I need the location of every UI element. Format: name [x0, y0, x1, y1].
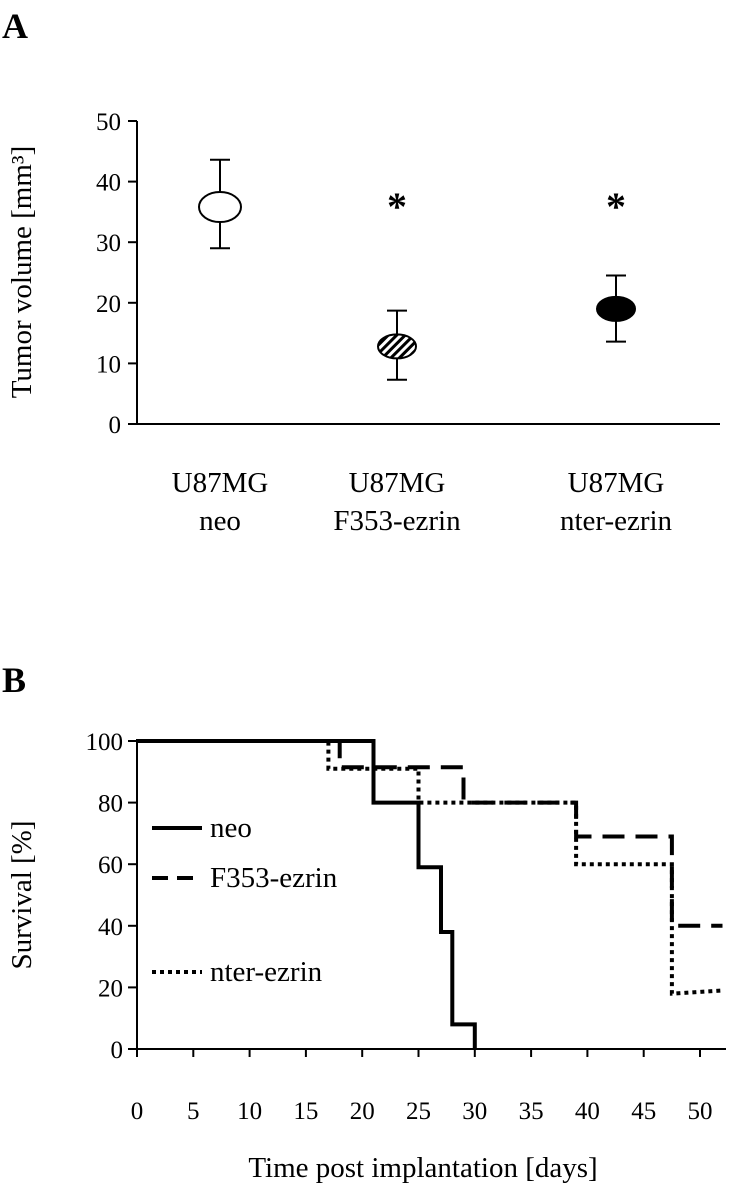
panel-b-y-tick-label: 40: [98, 914, 123, 941]
panel-b-x-tick-label: 45: [631, 1098, 656, 1125]
panel-a-y-tick-label: 0: [109, 412, 122, 439]
panel-a-data-point: [596, 295, 636, 322]
panel-b-x-tick-label: 40: [575, 1098, 600, 1125]
panel-b-x-tick-label: 30: [462, 1098, 487, 1125]
panel-a-data-point: [377, 333, 417, 360]
panel-a-y-tick-label: 30: [96, 230, 121, 257]
panel-b-legend-label: nter-ezrin: [210, 956, 323, 988]
panel-b-x-axis-title: Time post implantation [days]: [248, 1152, 597, 1184]
panel-a-category-label-line1: U87MG: [568, 467, 665, 499]
panel-a-category-label-line2: nter-ezrin: [560, 505, 673, 537]
panel-b-y-tick-label: 80: [98, 791, 123, 818]
panel-a-category-label-line2: neo: [199, 505, 241, 537]
panel-a-marks: * *: [198, 158, 636, 381]
panel-b-legend-label: neo: [210, 812, 252, 844]
panel-b-x-tick-label: 25: [406, 1098, 431, 1125]
panel-b-x-tick-label: 0: [131, 1098, 144, 1125]
panel-b-legend: neo F353-ezrin nter-ezrin: [152, 812, 338, 988]
panel-b-series-line-nter-ezrin: [137, 739, 723, 996]
panel-b-marks: [137, 739, 723, 1049]
panel-b-x-tick-label: 50: [688, 1098, 713, 1125]
panel-a-axes: 0 10 20 30 40 50 U87MG neo U87MG F353-ezrin U87MG n…: [96, 109, 720, 537]
panel-b-x-tick-label: 5: [187, 1098, 200, 1125]
panel-a-significance-star: *: [387, 184, 407, 229]
panel-b-y-tick-label: 60: [98, 852, 123, 879]
panel-a-category-label-line2: F353-ezrin: [333, 505, 461, 537]
panel-b-axes: 0 20 40 60 80 100 0 5 10 15 20 25 30 35 40 45 50: [86, 729, 726, 1125]
panel-b-x-tick-label: 20: [350, 1098, 375, 1125]
panel-a-data-point: [198, 191, 242, 224]
panel-b-y-tick-label: 100: [86, 729, 124, 756]
panel-b-y-axis-title: Survival [%]: [6, 821, 38, 970]
panel-b-x-tick-label: 15: [293, 1098, 318, 1125]
panel-b-y-tick-label: 20: [98, 975, 123, 1002]
panel-a-category-label-line1: U87MG: [172, 467, 269, 499]
panel-a-y-tick-label: 20: [96, 291, 121, 318]
panel-b-x-tick-label: 35: [519, 1098, 544, 1125]
panel-a-category-label-line1: U87MG: [349, 467, 446, 499]
panel-b-x-tick-label: 10: [237, 1098, 262, 1125]
panel-a-y-tick-label: 40: [96, 170, 121, 197]
panel-b-series-line-neo: [137, 739, 477, 1049]
panel-b-label: B: [2, 660, 26, 700]
panel-a-y-tick-label: 10: [96, 351, 121, 378]
panel-b-y-tick-label: 0: [111, 1037, 124, 1064]
panel-a-y-axis-title: Tumor volume [mm³]: [6, 146, 38, 399]
panel-a-label: A: [2, 6, 28, 46]
panel-b-legend-label: F353-ezrin: [210, 862, 338, 894]
panel-a-significance-star: *: [606, 184, 626, 229]
panel-a-y-tick-label: 50: [96, 109, 121, 136]
